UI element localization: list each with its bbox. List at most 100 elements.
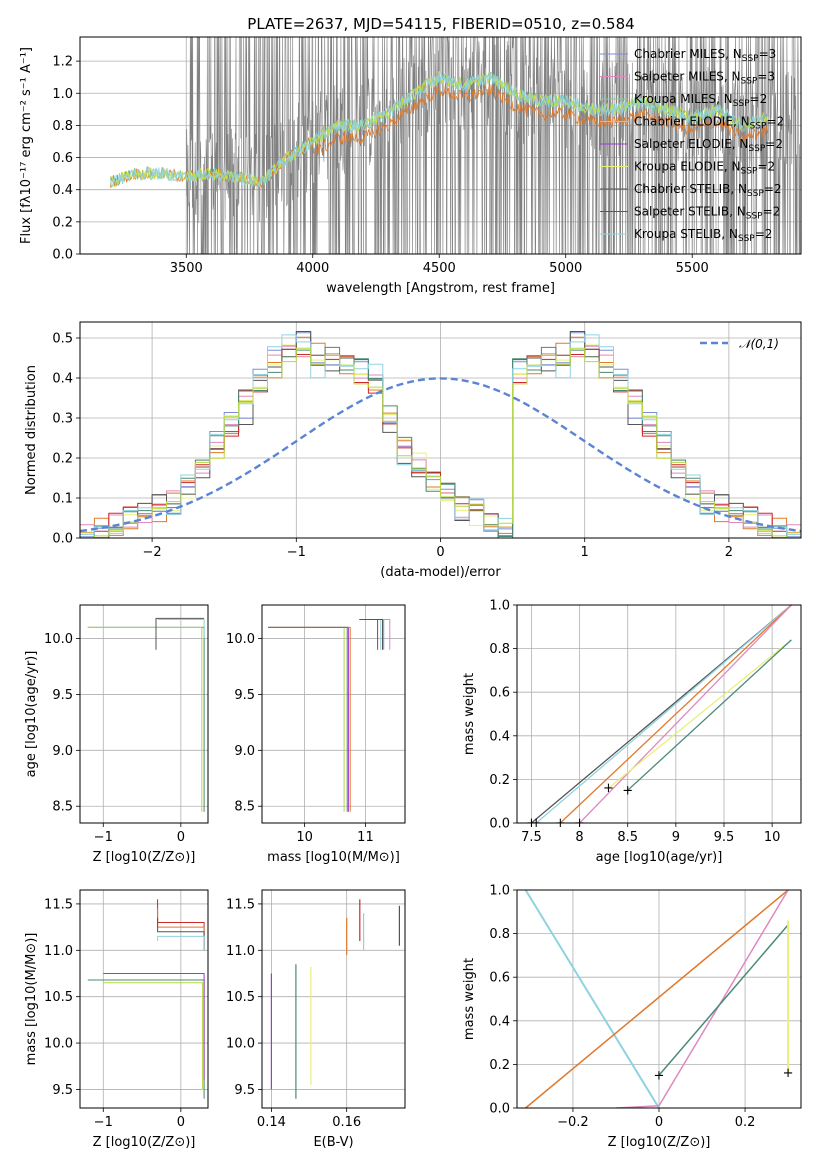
x-tick-label: 4500 — [423, 261, 456, 276]
age-mass-step — [359, 619, 391, 650]
plot-area — [110, 37, 801, 254]
x-axis-label: (data-model)/error — [380, 565, 501, 580]
y-tick-label: 0.4 — [52, 372, 73, 387]
y-tick-label: 0.2 — [489, 1058, 510, 1073]
x-tick-label: 0 — [177, 1115, 185, 1130]
cumulative-mass-line — [579, 605, 792, 823]
panel-mass_weight_vs_Z — [513, 889, 802, 1112]
age-mass-step — [268, 626, 351, 812]
plot-area — [270, 899, 400, 1099]
y-tick-label: 11.0 — [226, 944, 255, 959]
age-mass-step — [268, 626, 348, 812]
x-tick-label: 5500 — [676, 261, 709, 276]
plot-area — [87, 899, 205, 1099]
plot-area — [87, 617, 205, 812]
y-tick-label: 0.4 — [489, 729, 510, 744]
x-tick-label: 1 — [581, 545, 589, 560]
observed-spectrum-line — [186, 37, 801, 254]
y-tick-label: 10.0 — [44, 1037, 73, 1052]
panel-mass_vs_EBV — [258, 889, 406, 1112]
y-tick-label: 0.5 — [52, 332, 73, 347]
axes-frame — [261, 604, 406, 824]
y-tick-label: 0.3 — [52, 412, 73, 427]
cumulative-mass-line — [615, 890, 789, 1108]
y-tick-label: 10.5 — [44, 990, 73, 1005]
axes-frame — [79, 36, 802, 255]
y-tick-label: 0.0 — [52, 532, 73, 547]
panel-age_vs_Z — [76, 604, 209, 827]
x-tick-label: −1 — [94, 1115, 113, 1130]
x-tick-label: 3500 — [170, 261, 203, 276]
y-tick-label: 8.5 — [52, 800, 73, 815]
y-tick-label: 0.0 — [489, 817, 510, 832]
x-tick-label: 4000 — [296, 261, 329, 276]
x-tick-label: −2 — [143, 545, 162, 560]
x-tick-label: 0 — [177, 830, 185, 845]
y-tick-label: 0.8 — [52, 119, 73, 134]
plot-area — [524, 890, 790, 1108]
cumulative-mass-line — [559, 605, 792, 823]
y-tick-label: 0.1 — [52, 492, 73, 507]
y-tick-label: 10.5 — [226, 990, 255, 1005]
x-tick-label: 5000 — [549, 261, 582, 276]
mass-weight-marker: + — [555, 816, 566, 831]
model-spectrum-line — [110, 70, 769, 188]
y-tick-label: 11.5 — [226, 897, 255, 912]
y-axis-label: mass weight — [462, 673, 477, 755]
mass-weight-marker: + — [526, 816, 537, 831]
y-tick-label: 9.5 — [234, 688, 255, 703]
y-tick-label: 0.0 — [52, 248, 73, 263]
mass-Z-step — [103, 973, 205, 1081]
y-tick-label: 0.6 — [52, 151, 73, 166]
panel-mass_vs_Z — [76, 889, 209, 1112]
mass-weight-marker: + — [531, 816, 542, 831]
mass-Z-step — [103, 982, 204, 1090]
y-tick-label: 9.5 — [234, 1083, 255, 1098]
y-tick-label: 0.2 — [52, 452, 73, 467]
x-tick-label: 7.5 — [521, 830, 542, 845]
y-tick-label: 9.5 — [52, 688, 73, 703]
y-tick-label: 0.6 — [489, 971, 510, 986]
y-tick-label: 11.5 — [44, 897, 73, 912]
cumulative-mass-line — [524, 890, 660, 1108]
plot-area — [268, 619, 391, 812]
y-tick-label: 11.0 — [44, 944, 73, 959]
y-axis-label: Normed distribution — [24, 365, 39, 495]
age-Z-step — [157, 619, 205, 639]
y-tick-label: 10.0 — [226, 1037, 255, 1052]
y-tick-label: 0.4 — [489, 1014, 510, 1029]
y-tick-label: 0.8 — [489, 642, 510, 657]
axes-frame — [516, 604, 802, 824]
legend-entry: Salpeter STELIB, NSSP=2 — [634, 205, 780, 222]
axes-frame — [261, 889, 406, 1109]
legend-entry: Salpeter MILES, NSSP=3 — [634, 70, 775, 87]
y-axis-label: Flux [fλ10⁻¹⁷ erg cm⁻² s⁻¹ A⁻¹] — [19, 47, 34, 244]
y-tick-label: 9.0 — [52, 744, 73, 759]
mass-weight-marker: + — [654, 1068, 665, 1083]
legend-entry: Chabrier MILES, NSSP=3 — [634, 47, 776, 64]
y-axis-label: age [log10(age/yr)] — [24, 651, 39, 778]
x-tick-label: 9 — [672, 830, 680, 845]
axes-frame — [79, 889, 209, 1109]
x-tick-label: 0.14 — [257, 1115, 286, 1130]
axes-frame — [79, 604, 209, 824]
legend-entry: Chabrier ELODIE, NSSP=2 — [634, 115, 784, 132]
legend-entry: Chabrier STELIB, NSSP=2 — [634, 182, 782, 199]
x-tick-label: 2 — [725, 545, 733, 560]
legend-entry: 𝒩(0,1) — [739, 337, 779, 351]
age-Z-step — [87, 626, 203, 812]
x-axis-label: Z [log10(Z/Z⊙)] — [93, 850, 196, 865]
x-axis-label: Z [log10(Z/Z⊙)] — [93, 1135, 196, 1150]
y-tick-label: 8.5 — [234, 800, 255, 815]
cumulative-mass-line — [535, 605, 792, 823]
panel-spectrum — [76, 36, 802, 258]
plot-area — [80, 331, 801, 538]
y-tick-label: 9.5 — [52, 1083, 73, 1098]
x-tick-label: 8 — [575, 830, 583, 845]
age-mass-step — [268, 626, 349, 812]
x-axis-label: age [log10(age/yr)] — [596, 850, 723, 865]
model-spectrum-line — [110, 71, 769, 189]
axes-frame — [516, 889, 802, 1109]
x-tick-label: 0.2 — [735, 1115, 756, 1130]
